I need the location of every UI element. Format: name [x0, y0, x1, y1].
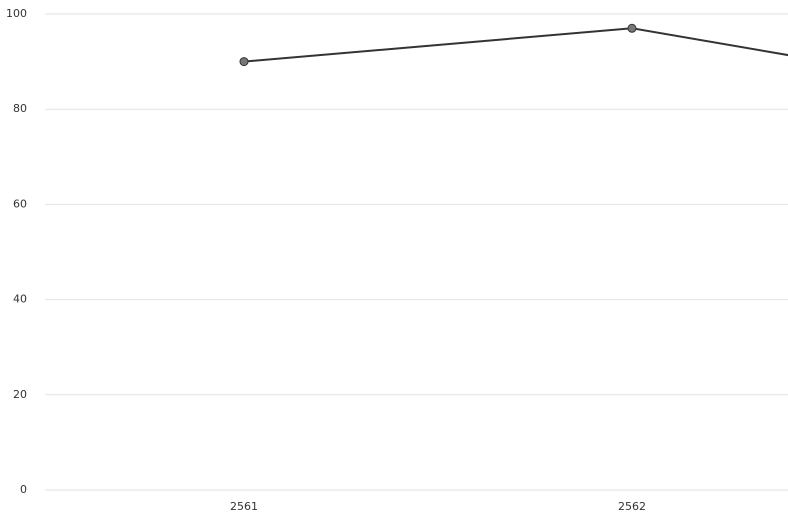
- y-tick-label: 20: [13, 388, 27, 401]
- series-line: [243, 27, 788, 63]
- y-tick-label: 80: [13, 102, 27, 115]
- y-tick-label: 0: [20, 483, 27, 496]
- y-tick-label: 40: [13, 293, 27, 306]
- y-tick-label: 60: [13, 197, 27, 210]
- y-tick-label: 100: [6, 7, 27, 20]
- data-point: [239, 57, 249, 67]
- data-point: [627, 23, 637, 33]
- x-tick-label: 2562: [618, 500, 646, 513]
- x-tick-label: 2561: [230, 500, 258, 513]
